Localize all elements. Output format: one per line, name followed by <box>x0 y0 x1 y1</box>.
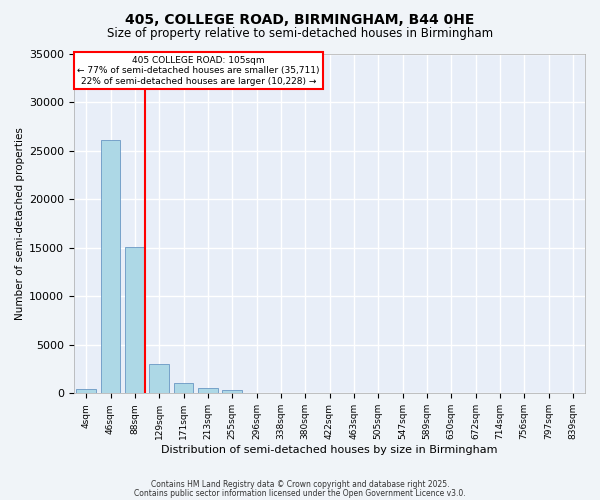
Text: 405 COLLEGE ROAD: 105sqm
← 77% of semi-detached houses are smaller (35,711)
22% : 405 COLLEGE ROAD: 105sqm ← 77% of semi-d… <box>77 56 320 86</box>
Bar <box>149 364 169 394</box>
Text: 405, COLLEGE ROAD, BIRMINGHAM, B44 0HE: 405, COLLEGE ROAD, BIRMINGHAM, B44 0HE <box>125 12 475 26</box>
Bar <box>101 140 120 394</box>
Text: Size of property relative to semi-detached houses in Birmingham: Size of property relative to semi-detach… <box>107 28 493 40</box>
Text: Contains public sector information licensed under the Open Government Licence v3: Contains public sector information licen… <box>134 488 466 498</box>
Text: Contains HM Land Registry data © Crown copyright and database right 2025.: Contains HM Land Registry data © Crown c… <box>151 480 449 489</box>
Bar <box>76 390 96 394</box>
Bar <box>198 388 218 394</box>
Bar <box>174 382 193 394</box>
X-axis label: Distribution of semi-detached houses by size in Birmingham: Distribution of semi-detached houses by … <box>161 445 498 455</box>
Bar <box>125 247 145 394</box>
Bar <box>223 390 242 394</box>
Y-axis label: Number of semi-detached properties: Number of semi-detached properties <box>15 127 25 320</box>
